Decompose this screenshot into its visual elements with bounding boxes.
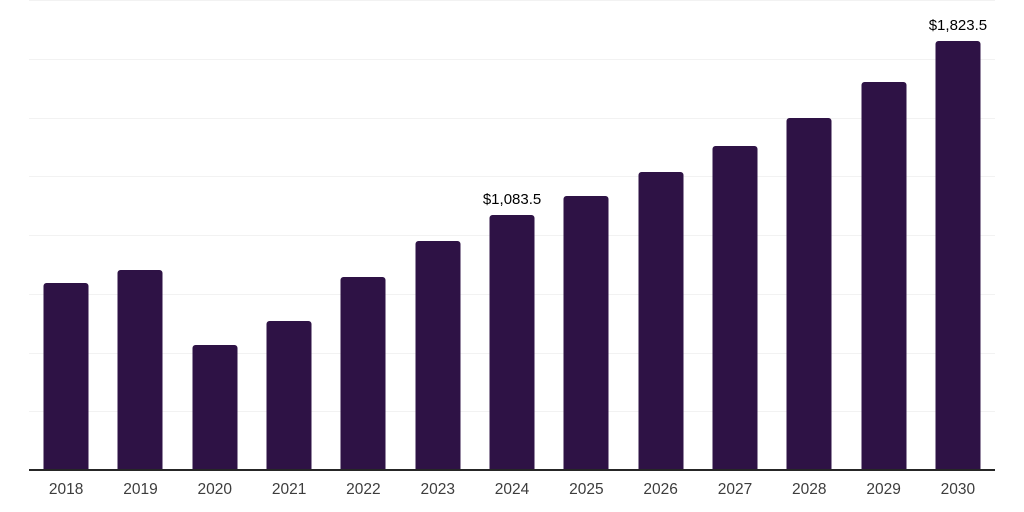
- gridline-1750: [29, 58, 995, 60]
- bar-2024[interactable]: [489, 215, 535, 470]
- x-axis-tick-labels: 2018 2019 2020 2021 2022 2023 2024 2025 2026 2027…: [29, 481, 995, 500]
- bar-2019[interactable]: [117, 270, 163, 470]
- x-tick-2020: 2020: [197, 481, 233, 498]
- bar-2027[interactable]: [712, 146, 758, 470]
- bar-slot-2019: [103, 0, 177, 470]
- x-axis-line: [29, 469, 995, 471]
- bar-2021[interactable]: [266, 321, 312, 470]
- gridline-2000: [29, 0, 995, 1]
- x-tick-2028: 2028: [792, 481, 827, 498]
- bar-2018[interactable]: [43, 283, 89, 470]
- x-tick-2023: 2023: [420, 481, 455, 498]
- x-tick-2027: 2027: [717, 481, 753, 498]
- bar-2020[interactable]: [192, 345, 238, 470]
- x-tick-2026: 2026: [643, 481, 678, 498]
- bar-2025[interactable]: [563, 196, 609, 470]
- x-tick-2019: 2019: [123, 481, 158, 498]
- bar-slot-2029: [846, 0, 920, 470]
- x-tick-2021: 2021: [271, 481, 307, 498]
- bar-2029[interactable]: [861, 82, 907, 470]
- data-label-2030: $1,823.5: [928, 17, 988, 35]
- bar-2030[interactable]: [935, 41, 981, 470]
- bar-2022[interactable]: [340, 277, 386, 470]
- x-tick-2030: 2030: [940, 481, 976, 498]
- x-tick-2018: 2018: [48, 481, 84, 498]
- x-tick-2029: 2029: [866, 481, 901, 498]
- bars-group: $1,083.5 $1,823.5: [29, 0, 995, 470]
- bar-slot-2018: [29, 0, 103, 470]
- bar-slot-2021: [252, 0, 326, 470]
- bar-slot-2028: [772, 0, 846, 470]
- data-label-2024: $1,083.5: [482, 191, 542, 209]
- gridline-1500: [29, 117, 995, 119]
- x-tick-2025: 2025: [569, 481, 604, 498]
- bar-slot-2022: [326, 0, 400, 470]
- bar-slot-2030: $1,823.5: [921, 0, 995, 470]
- bar-slot-2020: [178, 0, 252, 470]
- bar-2026[interactable]: [638, 172, 684, 470]
- gridline-1250: [29, 176, 995, 178]
- bar-2023[interactable]: [415, 240, 461, 470]
- bar-slot-2026: [624, 0, 698, 470]
- plot-area: $1,083.5 $1,823.5: [29, 0, 995, 471]
- bar-slot-2025: [549, 0, 623, 470]
- bar-slot-2024: $1,083.5: [475, 0, 549, 470]
- bar-slot-2027: [698, 0, 772, 470]
- x-tick-2024: 2024: [494, 481, 530, 498]
- bar-slot-2023: [401, 0, 475, 470]
- x-tick-2022: 2022: [346, 481, 381, 498]
- bar-2028[interactable]: [786, 117, 832, 470]
